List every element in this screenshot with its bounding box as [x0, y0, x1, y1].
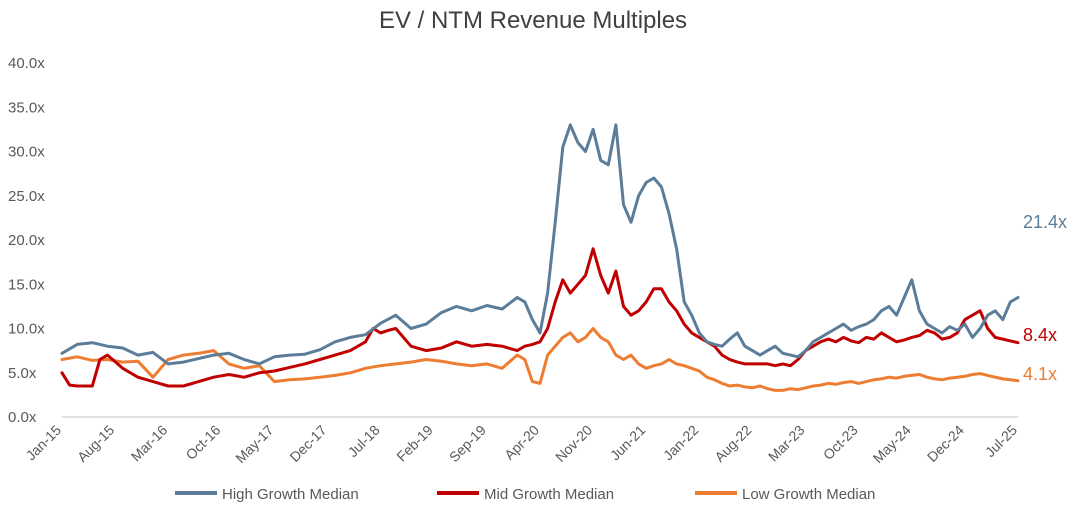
x-tick-label: Dec-17	[286, 422, 329, 465]
x-tick-label: Jul-18	[345, 422, 383, 460]
series-group: 21.4x 8.4x 4.1x	[60, 123, 1067, 392]
x-tick-label: Jul-25	[982, 422, 1020, 460]
y-tick-label: 30.0x	[8, 144, 45, 161]
x-tick-label: Sep-19	[446, 422, 489, 465]
x-tick-label: May-24	[870, 422, 914, 466]
legend-label: Low Growth Median	[742, 486, 875, 503]
legend-label: Mid Growth Median	[484, 486, 614, 503]
series-line-low-growth-median	[60, 327, 1020, 392]
y-tick-label: 20.0x	[8, 232, 45, 249]
x-tick-label: Jan-15	[23, 422, 65, 464]
series-line-high-growth-median	[60, 123, 1020, 366]
y-tick-label: 5.0x	[8, 365, 37, 382]
end-label-mid-growth-median: 8.4x	[1023, 325, 1057, 345]
legend-label: High Growth Median	[222, 486, 359, 503]
x-tick-label: Oct-23	[820, 422, 861, 463]
end-label-high-growth-median: 21.4x	[1023, 212, 1067, 232]
x-tick-label: Aug-15	[74, 422, 117, 465]
legend: High Growth Median Mid Growth Median Low G…	[175, 486, 875, 503]
series-line-mid-growth-median	[60, 247, 1020, 388]
x-tick-label: Jan-22	[660, 422, 702, 464]
x-tick-label: Oct-16	[182, 422, 223, 463]
y-tick-label: 10.0x	[8, 321, 45, 338]
x-tick-label: May-17	[232, 422, 276, 466]
y-tick-label: 15.0x	[8, 276, 45, 293]
x-tick-label: Dec-24	[924, 422, 967, 465]
axes-group: 0.0x 5.0x 10.0x 15.0x 20.0x 25.0x 30.0x 35.0x 40…	[8, 55, 1020, 466]
chart-title: EV / NTM Revenue Multiples	[379, 7, 687, 34]
x-tick-label: Feb-19	[393, 422, 436, 465]
x-tick-label: Mar-23	[765, 422, 808, 465]
y-tick-label: 35.0x	[8, 99, 45, 116]
x-tick-label: Apr-20	[501, 422, 542, 463]
end-label-low-growth-median: 4.1x	[1023, 364, 1057, 384]
x-tick-label: Mar-16	[128, 422, 171, 465]
x-tick-label: Jun-21	[607, 422, 649, 464]
y-tick-label: 25.0x	[8, 188, 45, 205]
y-tick-label: 0.0x	[8, 409, 37, 426]
x-tick-label: Aug-22	[711, 422, 754, 465]
x-tick-label: Nov-20	[552, 422, 595, 465]
y-tick-label: 40.0x	[8, 55, 45, 72]
